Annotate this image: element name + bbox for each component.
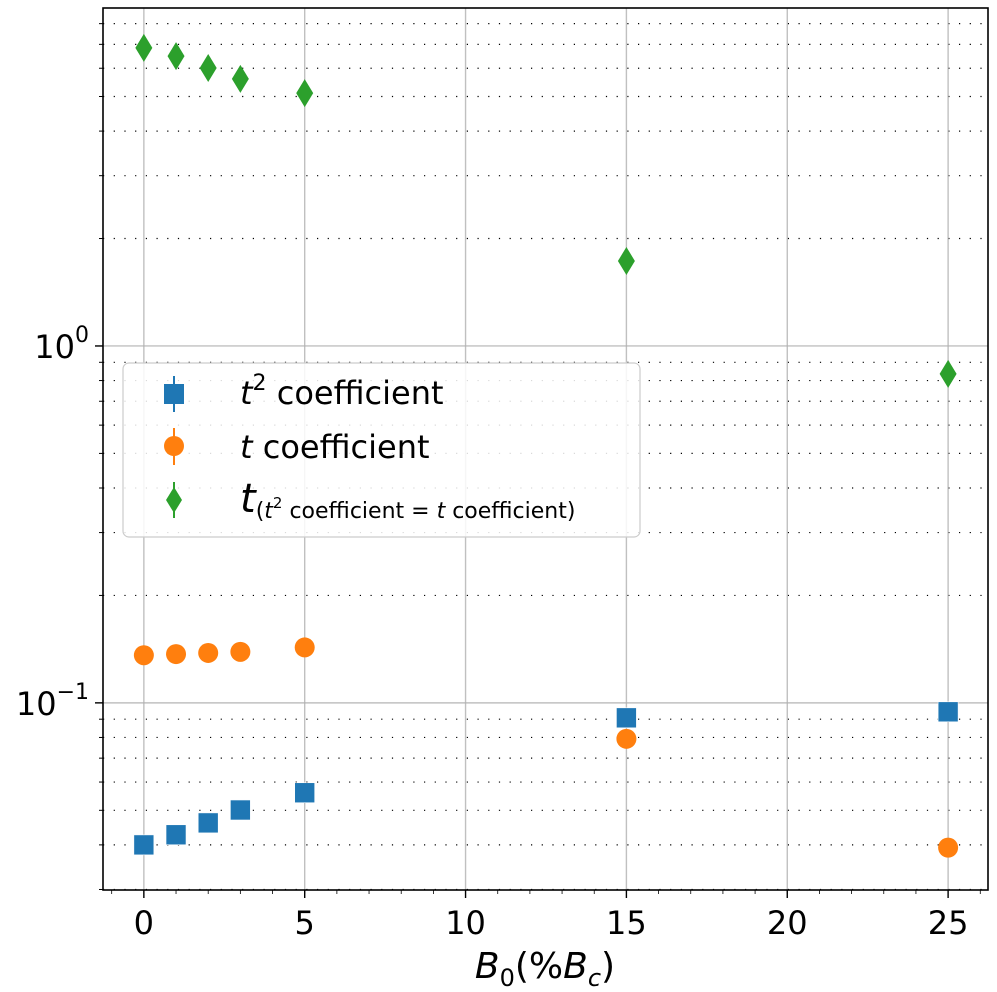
marker-square-t2-coefficient: [133, 834, 155, 856]
data-markers: [133, 33, 959, 858]
y-tick-label: 100: [34, 323, 89, 366]
marker-diamond-crossover-time: [135, 33, 153, 62]
marker-square-t2-coefficient: [616, 707, 637, 729]
x-tick-label: 20: [767, 904, 808, 942]
marker-square-t2-coefficient: [294, 782, 316, 804]
marker-circle-t-coefficient: [938, 837, 959, 858]
marker-circle-t-coefficient: [198, 642, 219, 663]
marker-diamond-crossover-time: [199, 53, 217, 82]
legend-square-marker: [164, 384, 184, 404]
x-tick-label: 10: [445, 904, 486, 942]
marker-diamond-crossover-time: [617, 247, 635, 276]
marker-circle-t-coefficient: [166, 644, 187, 665]
legend-circle-marker: [164, 436, 184, 456]
x-tick-label: 0: [134, 904, 154, 942]
legend-label-t-coefficient: t coefficient: [240, 428, 430, 466]
x-tick-labels: 0 5 10 15 20 25: [134, 904, 969, 942]
marker-square-t2-coefficient: [165, 824, 187, 846]
marker-diamond-crossover-time: [939, 359, 957, 388]
legend-label-t2-coefficient: t2 coefficient: [240, 371, 444, 412]
legend-item-t2-coefficient: t2 coefficient: [164, 371, 444, 412]
marker-circle-t-coefficient: [133, 645, 154, 666]
marker-circle-t-coefficient: [616, 728, 637, 749]
legend: t2 coefficient t coefficient t(t2 coeffi…: [122, 362, 641, 538]
y-tick-exponent: −1: [57, 680, 89, 705]
x-tick-label: 15: [606, 904, 647, 942]
y-tick-base: 10: [34, 328, 75, 366]
marker-square-t2-coefficient: [197, 812, 219, 834]
marker-diamond-crossover-time: [231, 64, 249, 93]
y-tick-base: 10: [16, 685, 57, 723]
legend-box: [122, 362, 641, 538]
marker-square-t2-coefficient: [230, 799, 251, 821]
x-tick-label: 5: [295, 904, 315, 942]
marker-square-t2-coefficient: [937, 701, 959, 723]
legend-label-crossover-time: t(t2 coefficient = t coefficient): [240, 476, 575, 524]
x-axis-label: B0(%Bc): [475, 946, 615, 992]
marker-diamond-crossover-time: [296, 79, 314, 108]
y-tick-exponent: 0: [75, 323, 89, 348]
legend-item-crossover-time: t(t2 coefficient = t coefficient): [166, 476, 575, 524]
plot-frame: [102, 7, 989, 891]
y-tick-label: 10−1: [16, 680, 89, 723]
marker-circle-t-coefficient: [230, 641, 251, 662]
marker-circle-t-coefficient: [294, 637, 315, 658]
legend-diamond-marker: [166, 487, 182, 513]
marker-diamond-crossover-time: [167, 42, 185, 71]
legend-item-t-coefficient: t coefficient: [164, 428, 430, 466]
x-tick-label: 25: [928, 904, 969, 942]
